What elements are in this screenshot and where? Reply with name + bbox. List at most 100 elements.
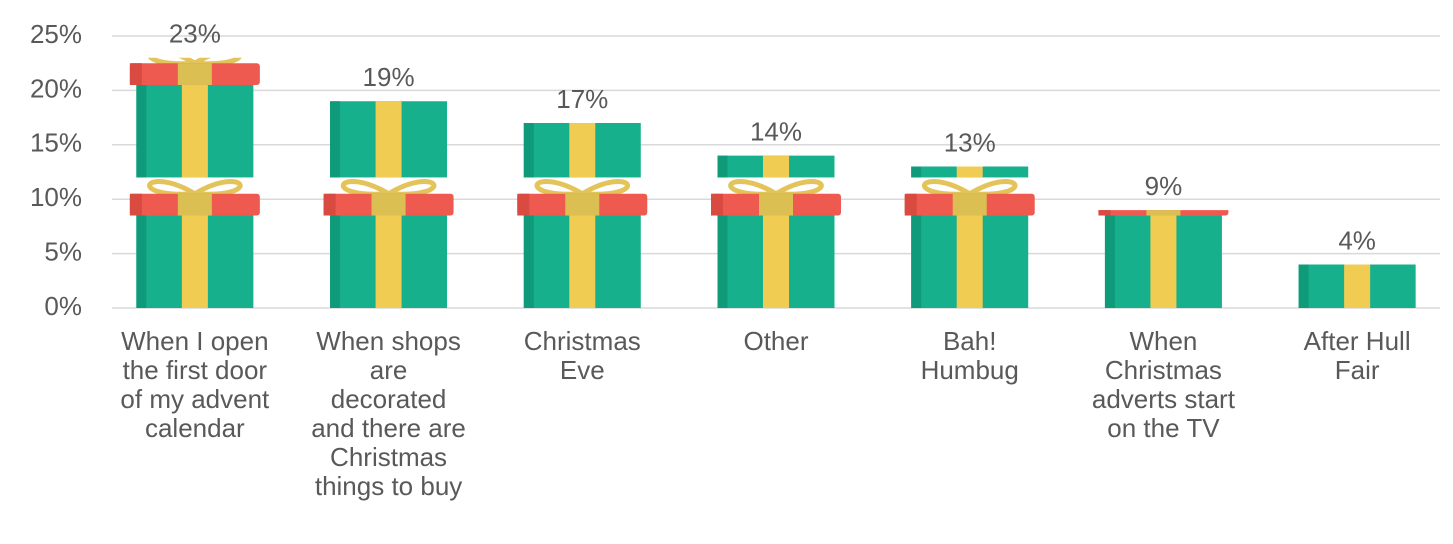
lid-ribbon [565,63,599,85]
lid-ribbon [1340,63,1374,85]
lid [1098,63,1228,85]
bow [731,51,822,64]
gift-stack [323,63,454,308]
gift-shade [330,101,341,178]
gift-shade [523,123,534,178]
gift-shade [911,215,922,308]
bow [537,51,628,64]
ribbon [956,215,983,308]
gift-body [1299,85,1416,177]
value-label: 4% [1338,225,1376,255]
lid-shade [711,193,723,216]
lid-ribbon [177,193,212,216]
lid-shade [517,63,529,85]
lid-shade [1098,63,1110,85]
bar [1299,264,1416,308]
value-label: 17% [556,84,608,114]
bar [330,101,447,308]
lid-shade [905,63,917,85]
x-tick-label: Bah! Humbug [920,326,1019,385]
x-tick-label: Christmas Eve [523,326,641,385]
ribbon [181,215,208,308]
y-tick-label: 10% [30,182,82,212]
gift-shade [136,84,147,178]
bow [924,51,1015,64]
x-tick-label: Other [743,326,809,356]
gift-shade [330,215,341,308]
gift-shade [911,166,922,178]
x-tick-label: After Hull Fair [1303,326,1411,385]
gift-shade [1298,264,1309,308]
ribbon [569,123,596,178]
value-label: 9% [1145,171,1183,201]
bar [524,123,641,308]
lid-ribbon [565,193,600,216]
gift-stack [129,57,260,308]
lid-shade [324,63,336,85]
gift-shade [1104,215,1115,308]
lid-ribbon [759,63,793,85]
ribbon [956,166,983,178]
ribbon [181,84,208,178]
gift-stack [904,51,1035,308]
lid-ribbon [1146,63,1180,85]
lid [1292,63,1422,85]
bow [1312,51,1403,64]
lid-ribbon [1340,194,1374,216]
gift-shade [717,155,728,178]
ribbon [375,101,402,178]
gift-shade [1299,85,1309,177]
bar [911,167,1028,308]
ribbon [1344,85,1370,177]
y-tick-label: 5% [44,236,82,266]
gift-shade [1105,85,1115,177]
ribbon [375,215,402,308]
value-label: 13% [944,127,996,157]
ribbon [763,215,789,308]
ribbon [763,155,789,178]
lid [905,63,1035,85]
bow [1312,181,1403,194]
y-tick-label: 15% [30,128,82,158]
ribbon [1150,215,1177,308]
lid-shade [1292,63,1304,85]
value-label: 19% [363,62,415,92]
value-label: 23% [169,19,221,49]
lid-shade [1292,194,1304,216]
x-tick-label: When I open the first door of my advent … [120,326,270,443]
lid-ribbon [759,193,793,216]
lid-shade [1098,210,1111,216]
lid [711,63,841,85]
value-label: 14% [750,117,802,147]
gift-stack [711,51,841,308]
lid-shade [517,193,530,216]
lid-shade [711,63,723,85]
gift-shade [523,215,534,308]
lid-ribbon [371,193,406,216]
gift-shade [717,215,728,308]
gift-stack [517,51,648,308]
y-tick-label: 20% [30,73,82,103]
lid-ribbon [177,63,212,85]
lid-shade [129,193,142,216]
lid-ribbon [953,63,987,85]
x-tick-label: When Christmas adverts start on the TV [1091,326,1235,443]
lid [517,63,647,85]
lid-ribbon [1146,210,1181,216]
lid-ribbon [952,193,987,216]
bar [718,156,835,308]
lid-shade [323,193,336,216]
ribbon [569,215,596,308]
bow [1118,51,1209,64]
bar [1105,210,1222,308]
gift-shade [136,215,147,308]
x-tick-label: When shops are decorated and there are C… [311,326,466,501]
gift-body [1105,85,1222,177]
lid [1292,194,1422,216]
ribbon [1344,264,1371,308]
lid-shade [129,63,142,85]
gift-stack [1098,51,1229,308]
y-tick-label: 0% [44,291,82,321]
